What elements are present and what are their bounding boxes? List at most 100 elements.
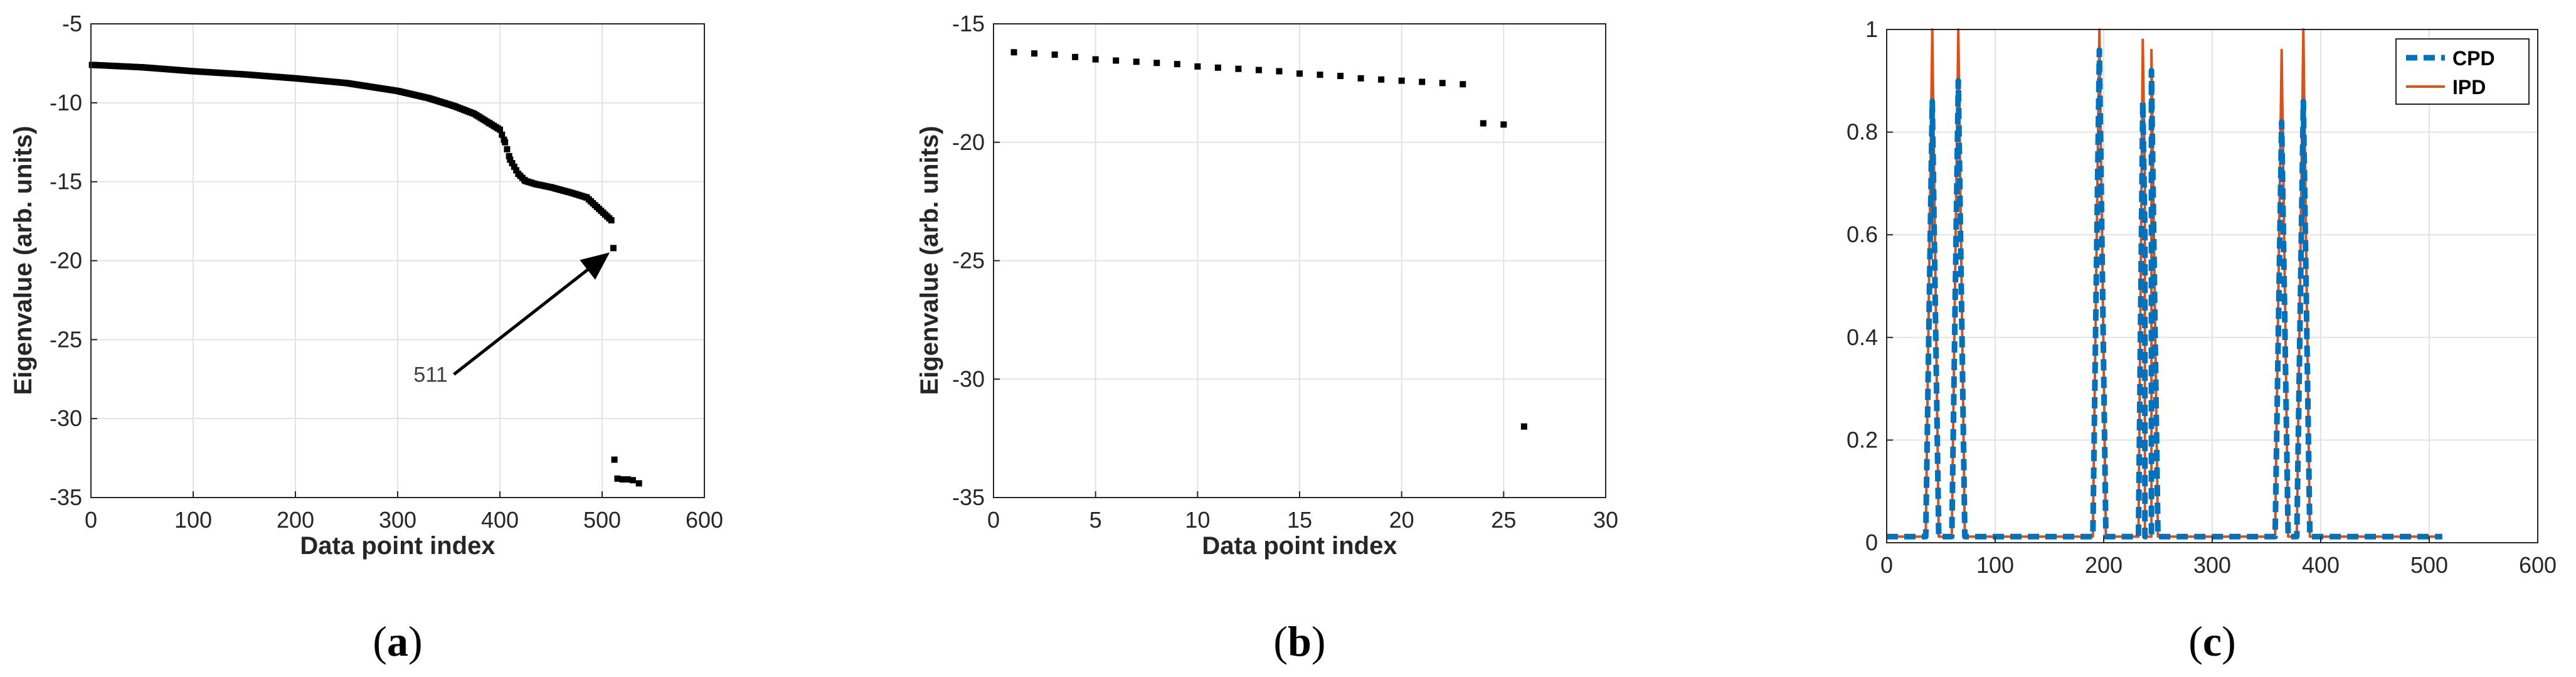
panel-a-annotation: 511 <box>413 252 610 387</box>
b-ytick-label-2: -25 <box>952 248 985 274</box>
panel-b-xlabel: Data point index <box>1202 532 1397 560</box>
panel-c-series-ipd <box>1887 28 2442 538</box>
panel-b-yticks: -15 -20 -25 -30 -35 <box>952 11 1000 510</box>
b-xtick-label-3: 15 <box>1287 507 1312 533</box>
panel-a-point-258 <box>608 217 615 224</box>
a-xtick-label-2: 200 <box>277 507 314 533</box>
panel-a-grid <box>90 23 705 498</box>
a-ytick-label-4: -25 <box>50 326 82 352</box>
c-ytick-label-4: 0.8 <box>1847 119 1878 145</box>
panel-b-point-20 <box>1419 78 1426 85</box>
c-ytick-label-5: 1 <box>1865 16 1878 42</box>
panel-a-outlier-6 <box>635 480 642 487</box>
panel-c-series <box>1887 28 2442 540</box>
c-ytick-label-2: 0.4 <box>1847 324 1878 350</box>
panel-b-point-13 <box>1276 68 1283 75</box>
b-xtick-label-4: 20 <box>1389 507 1414 533</box>
panel-c-series-cpd <box>1887 47 2442 540</box>
panel-c-yticks: 0 0.2 0.4 0.6 0.8 1 <box>1847 16 1893 555</box>
panel-a-outlier-5 <box>629 477 636 484</box>
b-ytick-label-1: -20 <box>952 129 985 155</box>
panel-b-ylabel: Eigenvalue (arb. units) <box>916 126 943 395</box>
c-xtick-label-0: 0 <box>1880 552 1893 578</box>
panel-b-point-9 <box>1194 63 1201 70</box>
b-ytick-label-4: -35 <box>952 484 985 510</box>
b-xtick-label-6: 30 <box>1593 507 1618 533</box>
panel-b-caption: (b) <box>1273 617 1325 665</box>
panel-b-point-8 <box>1174 61 1180 68</box>
panel-b-point-15 <box>1317 72 1323 78</box>
panel-b-point-19 <box>1398 77 1405 84</box>
panel-c-grid <box>1886 29 2538 543</box>
b-ytick-label-0: -15 <box>952 11 985 36</box>
panel-a-point-205 <box>504 146 511 152</box>
c-ytick-label-3: 0.6 <box>1847 221 1878 247</box>
panel-a-point-208 <box>509 160 516 167</box>
a-xtick-label-0: 0 <box>85 507 97 533</box>
panel-c-legend: CPD IPD <box>2395 38 2530 105</box>
panel-c-legend-ipd-label: IPD <box>2452 76 2486 99</box>
c-xtick-label-3: 300 <box>2193 552 2231 578</box>
a-xtick-label-6: 600 <box>686 507 723 533</box>
panel-b-point-12 <box>1255 67 1262 73</box>
panel-b-point-6 <box>1133 58 1140 65</box>
panel-a-outlier-0 <box>610 245 617 252</box>
panel-a-xticks: 0 100 200 300 400 500 600 <box>85 491 723 533</box>
panel-a-outlier-1 <box>611 456 618 463</box>
panel-b-point-10 <box>1214 64 1221 71</box>
panel-b-point-23 <box>1480 120 1487 127</box>
a-xtick-label-4: 400 <box>481 507 519 533</box>
panel-a-annotation-arrow <box>453 252 610 376</box>
panel-a-point-209 <box>511 163 517 170</box>
panel-a-outlier-4 <box>624 476 631 483</box>
panel-b-point-17 <box>1357 75 1364 82</box>
panel-a-point-202 <box>499 131 506 138</box>
c-xtick-label-6: 600 <box>2519 552 2557 578</box>
panel-b-point-7 <box>1153 60 1160 67</box>
panel-b-point-22 <box>1460 81 1466 88</box>
panel-b-point-4 <box>1092 56 1099 63</box>
c-ytick-label-1: 0.2 <box>1847 427 1878 452</box>
panel-b-point-14 <box>1296 70 1303 77</box>
panel-b-point-3 <box>1072 53 1079 60</box>
b-xtick-label-2: 10 <box>1185 507 1210 533</box>
panel-a-xlabel: Data point index <box>300 532 495 560</box>
panel-b-point-11 <box>1235 65 1242 72</box>
panel-c: 0 100 200 300 400 500 600 0 0.2 0.4 0.6 0.8 1 CPD I… <box>1847 16 2557 665</box>
panel-c-caption: (c) <box>2188 617 2236 665</box>
c-xtick-label-2: 200 <box>2085 552 2123 578</box>
b-xtick-label-1: 5 <box>1089 507 1102 533</box>
panel-b: 0 5 10 15 20 25 30 -15 -20 -25 -30 -35 Data point … <box>916 11 1618 665</box>
panel-a-point-201 <box>497 126 503 133</box>
a-ytick-label-3: -20 <box>50 248 82 274</box>
panel-a-ylabel: Eigenvalue (arb. units) <box>9 126 37 395</box>
c-xtick-label-4: 400 <box>2302 552 2340 578</box>
panel-b-grid <box>993 23 1606 498</box>
b-xtick-label-5: 25 <box>1491 507 1516 533</box>
panel-a-annotation-label: 511 <box>413 363 447 387</box>
a-ytick-label-1: -10 <box>50 90 82 115</box>
a-xtick-label-5: 500 <box>583 507 621 533</box>
panel-b-xticks: 0 5 10 15 20 25 30 <box>987 491 1618 533</box>
c-xtick-label-5: 500 <box>2410 552 2448 578</box>
panel-a: 511 0 100 200 300 400 500 600 -5 -10 -15 -20 -25 -3… <box>9 11 723 665</box>
panel-b-points <box>1010 49 1527 430</box>
a-xtick-label-3: 300 <box>379 507 416 533</box>
panel-b-point-25 <box>1520 423 1527 430</box>
panel-b-point-0 <box>1010 49 1017 56</box>
panel-b-point-24 <box>1500 121 1507 128</box>
panel-a-point-206 <box>506 152 512 159</box>
panel-b-point-21 <box>1439 80 1446 87</box>
a-ytick-label-2: -15 <box>50 169 82 195</box>
panel-a-point-204 <box>502 139 509 146</box>
a-xtick-label-1: 100 <box>174 507 212 533</box>
b-xtick-label-0: 0 <box>987 507 1000 533</box>
panel-a-points <box>88 61 642 487</box>
panel-b-point-1 <box>1031 50 1038 57</box>
panel-b-point-5 <box>1113 57 1120 64</box>
panel-c-xticks: 0 100 200 300 400 500 600 <box>1880 536 2557 578</box>
panel-a-point-207 <box>507 156 514 163</box>
a-ytick-label-5: -30 <box>50 405 82 431</box>
c-xtick-label-1: 100 <box>1976 552 2014 578</box>
a-ytick-label-6: -35 <box>50 484 82 510</box>
